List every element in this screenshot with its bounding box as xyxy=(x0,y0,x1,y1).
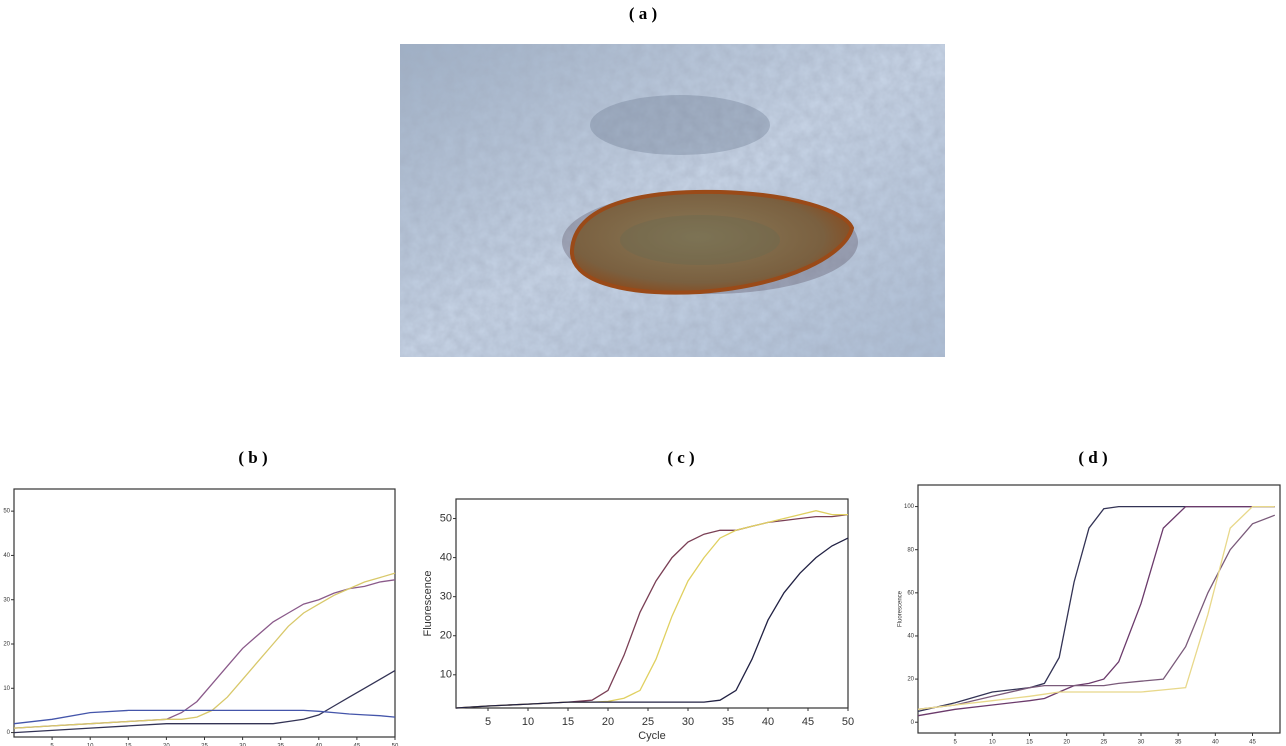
x-tick-label: 40 xyxy=(315,744,322,746)
x-tick-label: 20 xyxy=(602,716,614,728)
data-line xyxy=(13,572,396,729)
x-tick-label: 35 xyxy=(277,744,284,746)
panel-label: ( a ) xyxy=(629,4,657,23)
plot-area xyxy=(13,488,396,738)
x-tick-label: 10 xyxy=(989,740,996,746)
x-tick-label: 50 xyxy=(842,716,854,728)
x-tick-label: 5 xyxy=(485,716,491,728)
x-tick-label: 25 xyxy=(1100,740,1107,746)
y-tick-label: 50 xyxy=(3,509,10,515)
x-tick-label: 15 xyxy=(125,744,132,746)
x-tick-label: 50 xyxy=(392,744,399,746)
y-tick-label: 10 xyxy=(3,686,10,692)
y-tick-label: 30 xyxy=(440,591,452,603)
panel-label: ( d ) xyxy=(1078,448,1107,467)
data-line xyxy=(917,514,1276,710)
y-tick-label: 40 xyxy=(3,553,10,559)
plot-area xyxy=(455,498,849,709)
x-tick-label: 45 xyxy=(354,744,361,746)
data-line xyxy=(13,670,396,734)
panel-label: ( c ) xyxy=(667,448,694,467)
y-tick-label: 40 xyxy=(440,552,452,564)
y-tick-label: 20 xyxy=(3,642,10,648)
x-tick-label: 40 xyxy=(762,716,774,728)
x-tick-label: 5 xyxy=(953,740,957,746)
y-axis-label: Fluorescence xyxy=(422,570,434,636)
data-line xyxy=(917,505,1275,710)
y-tick-label: 40 xyxy=(907,634,914,640)
data-line xyxy=(917,505,1275,717)
y-tick-label: 80 xyxy=(907,547,914,553)
y-tick-label: 10 xyxy=(440,669,452,681)
y-tick-label: 100 xyxy=(904,504,915,510)
plot-area xyxy=(917,484,1281,734)
x-tick-label: 25 xyxy=(642,716,654,728)
x-tick-label: 5 xyxy=(50,744,54,746)
x-tick-label: 15 xyxy=(1026,740,1033,746)
x-tick-label: 45 xyxy=(802,716,814,728)
data-line xyxy=(13,709,396,725)
x-axis-label: Cycle xyxy=(638,730,666,742)
x-tick-label: 20 xyxy=(163,744,170,746)
y-tick-label: 0 xyxy=(7,730,11,736)
x-tick-label: 35 xyxy=(722,716,734,728)
y-tick-label: 20 xyxy=(440,630,452,642)
y-tick-label: 50 xyxy=(440,512,452,524)
data-line xyxy=(455,537,849,709)
x-tick-label: 30 xyxy=(682,716,694,728)
y-tick-label: 60 xyxy=(907,590,914,596)
x-tick-label: 10 xyxy=(87,744,94,746)
y-tick-label: 0 xyxy=(911,720,915,726)
x-tick-label: 25 xyxy=(201,744,208,746)
x-tick-label: 30 xyxy=(1138,740,1145,746)
micrograph xyxy=(400,44,945,357)
x-tick-label: 15 xyxy=(562,716,574,728)
y-tick-label: 30 xyxy=(3,597,10,603)
panel-label: ( b ) xyxy=(238,448,267,467)
x-tick-label: 35 xyxy=(1175,740,1182,746)
x-tick-label: 40 xyxy=(1212,740,1219,746)
y-tick-label: 20 xyxy=(907,677,914,683)
x-tick-label: 45 xyxy=(1249,740,1256,746)
y-axis-label: Fluorescence xyxy=(898,590,904,627)
x-tick-label: 20 xyxy=(1063,740,1070,746)
x-tick-label: 30 xyxy=(239,744,246,746)
x-tick-label: 10 xyxy=(522,716,534,728)
